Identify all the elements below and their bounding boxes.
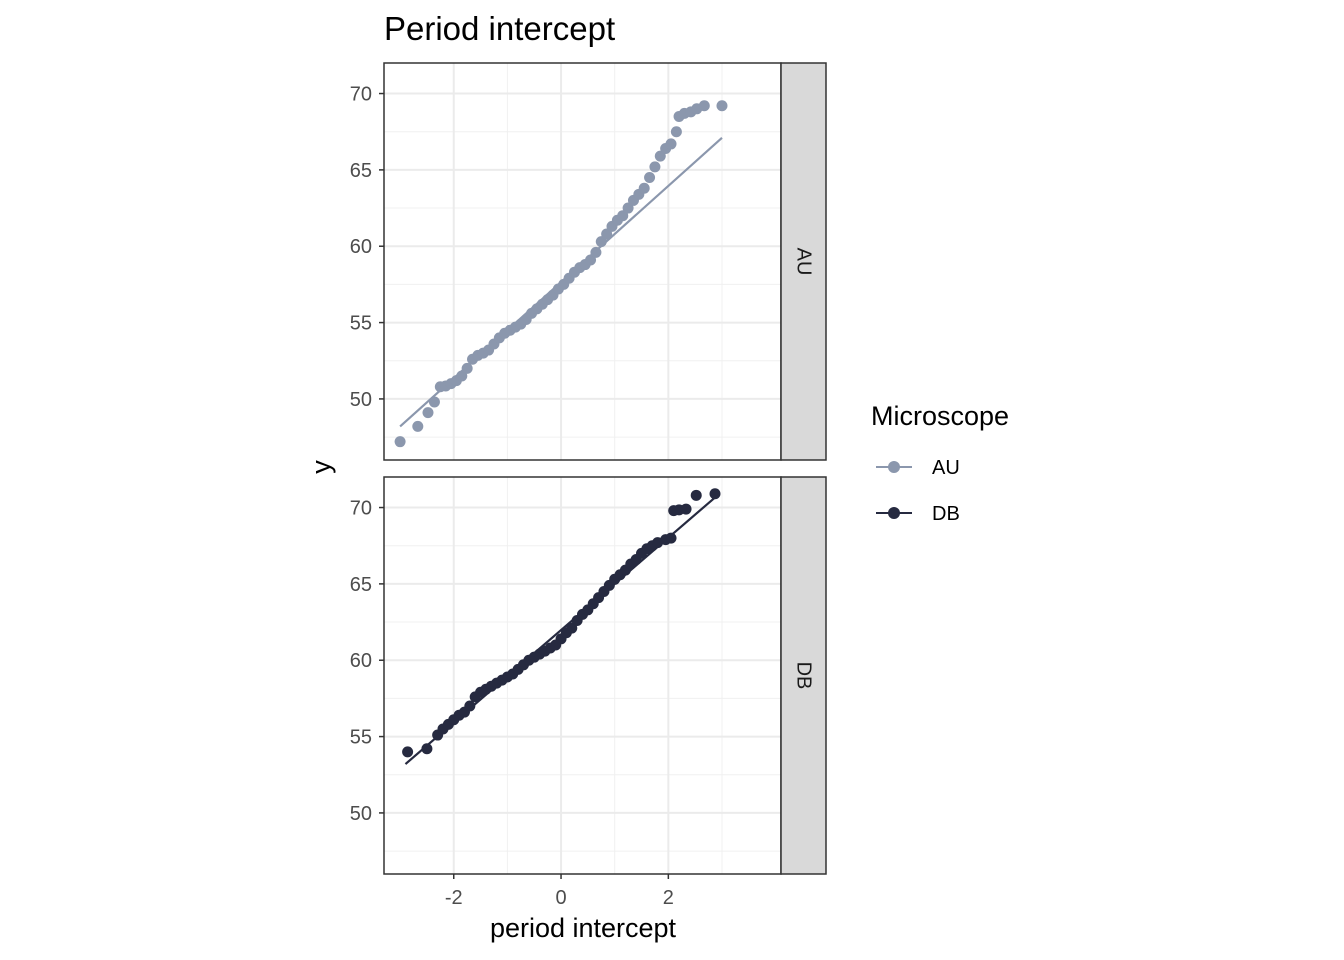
x-axis: -2 0 2	[445, 874, 674, 909]
y-tick-label: 50	[350, 389, 372, 411]
data-point	[690, 489, 702, 501]
y-tick-label: 70	[350, 84, 372, 106]
y-tick-label: 65	[350, 574, 372, 596]
data-point	[638, 182, 650, 194]
x-tick-label: 2	[663, 887, 674, 909]
legend-label-db: DB	[932, 503, 960, 525]
y-axis-title: y	[306, 460, 336, 474]
data-point	[670, 126, 682, 138]
panel-background	[384, 477, 781, 874]
data-point	[456, 370, 468, 382]
data-point	[680, 503, 692, 515]
y-tick-label: 50	[350, 803, 372, 825]
legend-title: Microscope	[871, 401, 1009, 431]
legend-key-point	[888, 507, 900, 519]
data-point	[644, 172, 656, 184]
data-point	[402, 746, 414, 758]
data-point	[412, 420, 424, 432]
panel-db: 50 55 60 65 70 DB	[350, 476, 827, 875]
y-tick-label: 55	[350, 727, 372, 749]
data-point	[590, 246, 602, 258]
data-point	[617, 210, 629, 222]
data-point	[421, 743, 433, 755]
data-point	[394, 436, 406, 448]
y-tick-label: 65	[350, 160, 372, 182]
y-tick-label: 70	[350, 498, 372, 520]
facet-strip	[780, 476, 827, 875]
x-axis-title: period intercept	[490, 913, 677, 943]
data-point	[709, 488, 721, 500]
data-point	[461, 362, 473, 374]
data-point	[595, 236, 607, 248]
legend-label-au: AU	[932, 457, 960, 479]
data-point	[649, 161, 661, 173]
x-tick-label: 0	[555, 887, 566, 909]
legend-key-point	[888, 461, 900, 473]
data-point	[698, 100, 710, 112]
data-point	[566, 622, 578, 634]
y-tick-label: 60	[350, 650, 372, 672]
data-point	[464, 700, 476, 712]
data-point	[654, 150, 666, 162]
data-point	[665, 138, 677, 150]
data-point	[422, 407, 434, 419]
data-point	[622, 202, 634, 214]
panel-au: 50 55 60 65 70 AU	[350, 62, 827, 461]
y-tick-label: 60	[350, 236, 372, 258]
facet-strip-label: DB	[793, 662, 815, 690]
legend-item-au: AU	[876, 457, 960, 479]
data-point	[601, 228, 613, 240]
data-point	[428, 396, 440, 408]
chart-title: Period intercept	[384, 10, 615, 47]
data-point	[665, 532, 677, 544]
x-tick-label: -2	[445, 887, 463, 909]
y-tick-label: 55	[350, 313, 372, 335]
legend-item-db: DB	[876, 503, 960, 525]
facet-strip	[780, 62, 827, 461]
data-point	[716, 100, 728, 112]
data-point	[585, 254, 597, 266]
facet-strip-label: AU	[793, 248, 815, 276]
legend: Microscope AU DB	[871, 401, 1009, 525]
